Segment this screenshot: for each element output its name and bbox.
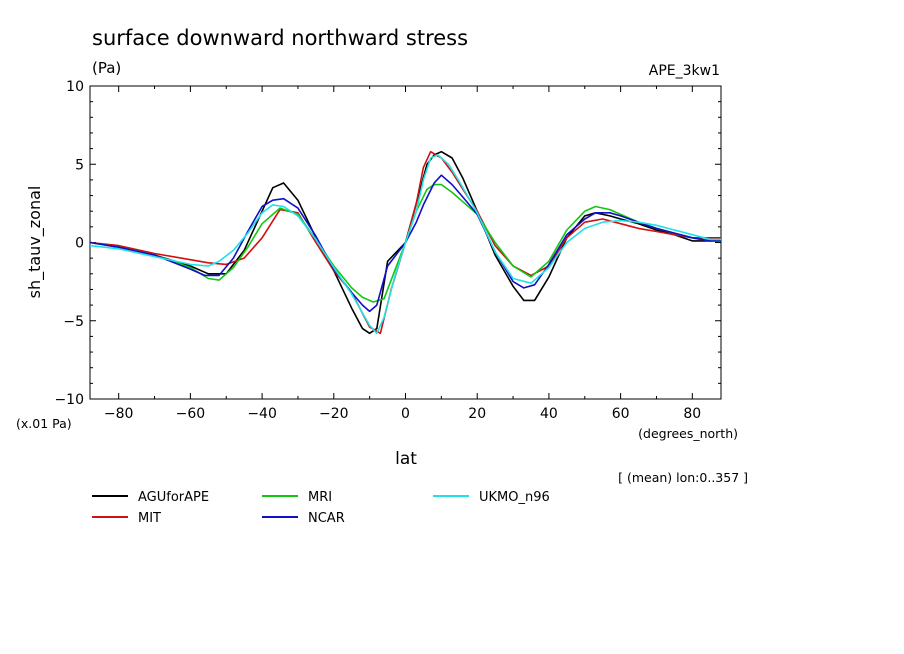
series-lines (89, 150, 722, 335)
series-line-mit (89, 150, 721, 335)
legend-label: MRI (308, 490, 332, 505)
y-axis-label: sh_tauv_zonal (25, 186, 45, 299)
series-line-mri (89, 183, 721, 303)
x-tick-label: −80 (104, 406, 134, 422)
x-tick-label: −60 (176, 406, 206, 422)
x-tick-label: −40 (247, 406, 277, 422)
y-tick-label: −10 (54, 392, 84, 408)
legend-label: UKMO_n96 (479, 490, 550, 505)
x-tick-label: 80 (683, 406, 701, 422)
y-tick-label: −5 (63, 314, 84, 330)
chart-units: (Pa) (92, 59, 121, 77)
x-tick-label: 0 (401, 406, 410, 422)
x-units-label: (degrees_north) (638, 426, 738, 441)
x-tick-label: 60 (612, 406, 630, 422)
series-line-ncar (89, 174, 721, 313)
legend-label: NCAR (308, 511, 345, 526)
x-tick-label: 20 (468, 406, 486, 422)
y-tick-label: 10 (66, 79, 84, 95)
legend-label: MIT (138, 511, 161, 526)
footnote-label: [ (mean) lon:0..357 ] (618, 470, 748, 485)
legend: AGUforAPE MIT MRI NCAR UKMO_n96 (92, 490, 550, 526)
x-tick-label: −20 (319, 406, 349, 422)
x-axis-ticks: −80 −60 −40 −20 0 20 40 60 80 (104, 86, 701, 422)
series-line-ukmo-n96 (89, 154, 721, 335)
y-tick-label: 0 (75, 236, 84, 252)
y-axis-ticks: −10 −5 0 5 10 (54, 79, 721, 408)
y-tick-label: 5 (75, 157, 84, 173)
legend-label: AGUforAPE (138, 490, 209, 505)
chart-title: surface downward northward stress (92, 26, 468, 50)
experiment-label: APE_3kw1 (649, 63, 720, 79)
x-tick-label: 40 (540, 406, 558, 422)
y-scale-label: (x.01 Pa) (16, 416, 72, 431)
x-axis-label: lat (395, 449, 417, 469)
